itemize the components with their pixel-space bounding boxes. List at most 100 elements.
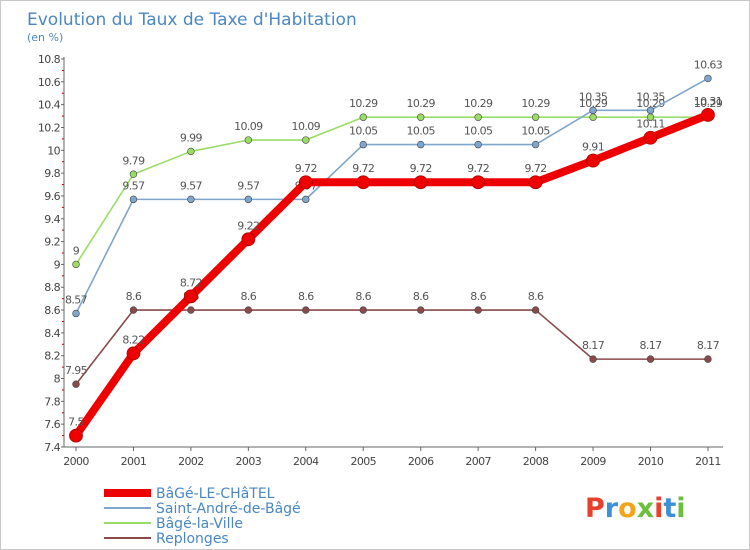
data-label: 8.6 <box>298 290 314 303</box>
logo-text: Proxiti <box>585 493 686 524</box>
x-tick-label: 2010 <box>638 455 664 468</box>
data-point <box>646 106 655 115</box>
data-point <box>302 195 310 204</box>
data-point <box>531 306 540 314</box>
data-point <box>704 355 712 363</box>
data-label: 10.31 <box>694 95 723 108</box>
data-label: 10.05 <box>464 125 493 138</box>
data-point <box>474 306 482 314</box>
series-line <box>72 110 712 440</box>
legend: BâGé-LE-CHâTELSaint-André-de-BâgéBâgé-la… <box>104 486 301 547</box>
data-point <box>302 306 310 314</box>
data-label: 8.17 <box>697 339 720 352</box>
y-tick-label: 7.8 <box>44 395 60 408</box>
data-label: 10.29 <box>464 97 493 110</box>
data-label: 10.35 <box>636 90 665 103</box>
data-point <box>72 309 80 318</box>
data-label: 10.35 <box>579 90 608 103</box>
data-label: 9.57 <box>237 179 260 192</box>
data-point <box>129 306 138 314</box>
data-point <box>417 306 425 314</box>
data-label: 10.05 <box>406 125 435 138</box>
y-tick-label: 8.4 <box>44 327 60 340</box>
data-label: 8.6 <box>413 290 429 303</box>
chart-subtitle: (en %) <box>27 31 63 44</box>
data-point <box>646 355 655 363</box>
data-label: 8.17 <box>582 339 605 352</box>
chart-title: Evolution du Taux de Taxe d'Habitation <box>27 10 357 30</box>
data-label: 9.91 <box>582 141 604 154</box>
data-label: 8.22 <box>122 333 144 346</box>
logo-letter: P <box>585 493 605 524</box>
y-tick-label: 7.6 <box>44 418 60 431</box>
y-tick-label: 9.6 <box>44 190 60 203</box>
data-point <box>589 355 597 363</box>
data-point <box>126 346 141 361</box>
y-tick-label: 10 <box>47 144 60 157</box>
data-point <box>359 140 367 149</box>
data-point <box>589 113 597 121</box>
data-point <box>187 147 195 156</box>
data-point <box>244 306 253 314</box>
data-point <box>72 380 80 388</box>
data-point <box>183 289 198 304</box>
data-point <box>298 175 313 190</box>
series-3: 7.958.68.68.68.68.68.68.68.68.178.178.17 <box>65 290 720 388</box>
data-point <box>413 175 428 190</box>
y-tick-label: 10.8 <box>38 53 61 66</box>
data-point <box>474 113 482 121</box>
data-point <box>531 140 540 149</box>
data-point <box>528 175 543 190</box>
y-tick-label: 8.6 <box>44 304 60 317</box>
data-label: 10.29 <box>521 97 550 110</box>
axes: 7.4 7.6 7.8 8 8.2 8.4 8.6 8.8 9 9.2 9.4 9.6 9.8 10 10.… <box>38 53 723 468</box>
proxiti-logo: Proxiti <box>585 493 686 524</box>
legend-label: Bâgé-la-Ville <box>156 516 243 532</box>
data-label: 8.6 <box>528 290 544 303</box>
series-line <box>75 116 709 266</box>
data-label: 10.11 <box>636 118 665 131</box>
data-point <box>244 136 253 144</box>
data-label: 10.09 <box>292 120 321 133</box>
series-line <box>75 77 709 315</box>
data-label: 8.6 <box>470 290 486 303</box>
data-point <box>356 175 371 190</box>
data-point <box>72 260 80 269</box>
data-point <box>417 113 425 121</box>
data-label: 10.63 <box>694 58 723 71</box>
x-tick-label: 2003 <box>236 455 262 468</box>
data-label: 9.79 <box>122 154 145 167</box>
data-point <box>241 232 256 247</box>
y-tick-label: 8 <box>54 373 61 386</box>
data-point <box>359 113 367 121</box>
logo-letter: r <box>605 493 619 524</box>
data-point <box>474 140 482 149</box>
data-label: 9.72 <box>352 162 374 175</box>
data-label: 7.5 <box>68 416 84 429</box>
data-point <box>129 170 138 178</box>
data-point <box>701 108 715 122</box>
x-tick-label: 2009 <box>580 455 606 468</box>
y-tick-label: 9.8 <box>44 167 60 180</box>
data-label: 9.57 <box>180 179 203 192</box>
series-layer: 7.958.68.68.68.68.68.68.68.68.178.178.17… <box>65 58 723 443</box>
data-label: 8.6 <box>126 290 142 303</box>
data-label: 7.95 <box>65 364 88 377</box>
x-tick-label: 2004 <box>293 455 319 468</box>
data-point <box>471 175 486 190</box>
x-tick-label: 2005 <box>350 455 376 468</box>
data-label: 10.29 <box>694 97 723 110</box>
data-point <box>187 306 195 314</box>
data-label: 8.17 <box>639 339 662 352</box>
y-tick-label: 9.4 <box>44 213 60 226</box>
x-tick-label: 2001 <box>121 455 147 468</box>
x-tick-label: 2008 <box>523 455 549 468</box>
data-label: 10.29 <box>636 97 665 110</box>
y-tick-label: 7.4 <box>44 441 60 454</box>
logo-letter: t <box>663 493 676 524</box>
data-label: 9.72 <box>467 162 489 175</box>
data-point <box>704 74 712 83</box>
y-tick-label: 10.4 <box>38 99 61 112</box>
